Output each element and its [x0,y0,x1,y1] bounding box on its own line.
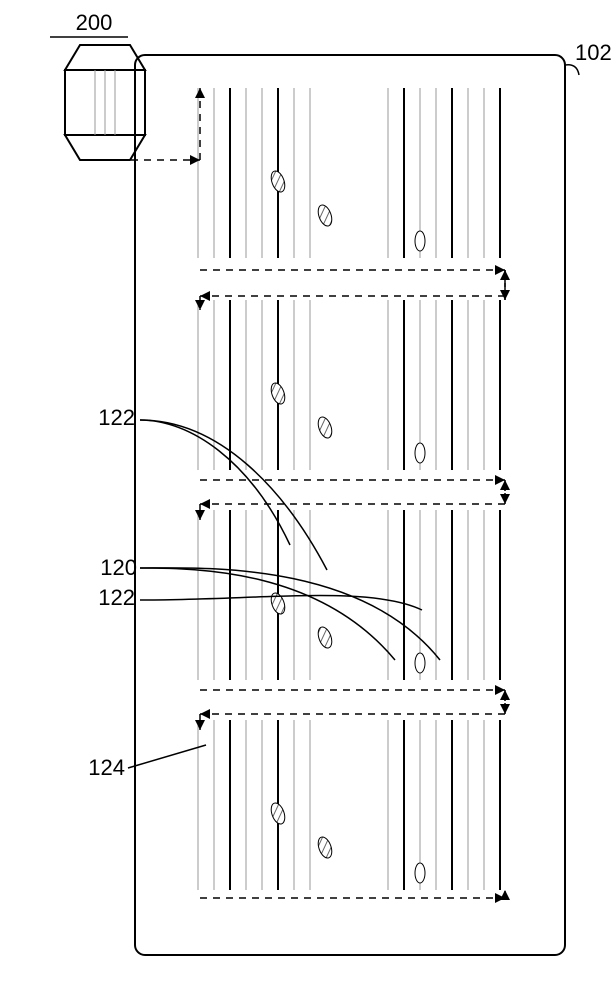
arrowhead-icon [195,300,205,310]
seed-marker [269,591,288,616]
seed-marker [269,169,288,194]
arrowhead-icon [195,510,205,520]
arrowhead-icon [200,709,210,719]
diagram-svg: 102 200 122 122 120 124 [0,0,615,1000]
seed-marker [269,801,288,826]
leader-120-a [140,568,440,660]
crop-rows-group [198,88,500,890]
seed-marker-open [415,443,425,463]
label-122-top: 122 [98,405,135,430]
seed-marker [316,415,335,440]
arrowhead-icon [500,890,510,900]
travel-path [105,88,510,903]
arrowhead-icon [200,291,210,301]
label-102: 102 [575,40,612,65]
seed-marker-open [415,653,425,673]
seed-marker [316,835,335,860]
leader-122-top-a [140,420,327,570]
label-122-mid: 122 [98,585,135,610]
arrowhead-icon [195,88,205,98]
label-120: 120 [100,555,137,580]
seed-marker [269,381,288,406]
seed-marker [316,203,335,228]
label-200: 200 [76,10,113,35]
seed-marker-open [415,863,425,883]
leader-122-top-b [140,420,290,545]
leader-120-b [140,568,395,660]
callout-102-bracket [565,65,579,75]
leader-124 [128,745,206,768]
arrowhead-icon [200,499,210,509]
markers-group [269,169,425,883]
machine-200 [65,45,145,160]
seed-marker [316,625,335,650]
label-124: 124 [88,755,125,780]
seed-marker-open [415,231,425,251]
arrowhead-icon [195,720,205,730]
